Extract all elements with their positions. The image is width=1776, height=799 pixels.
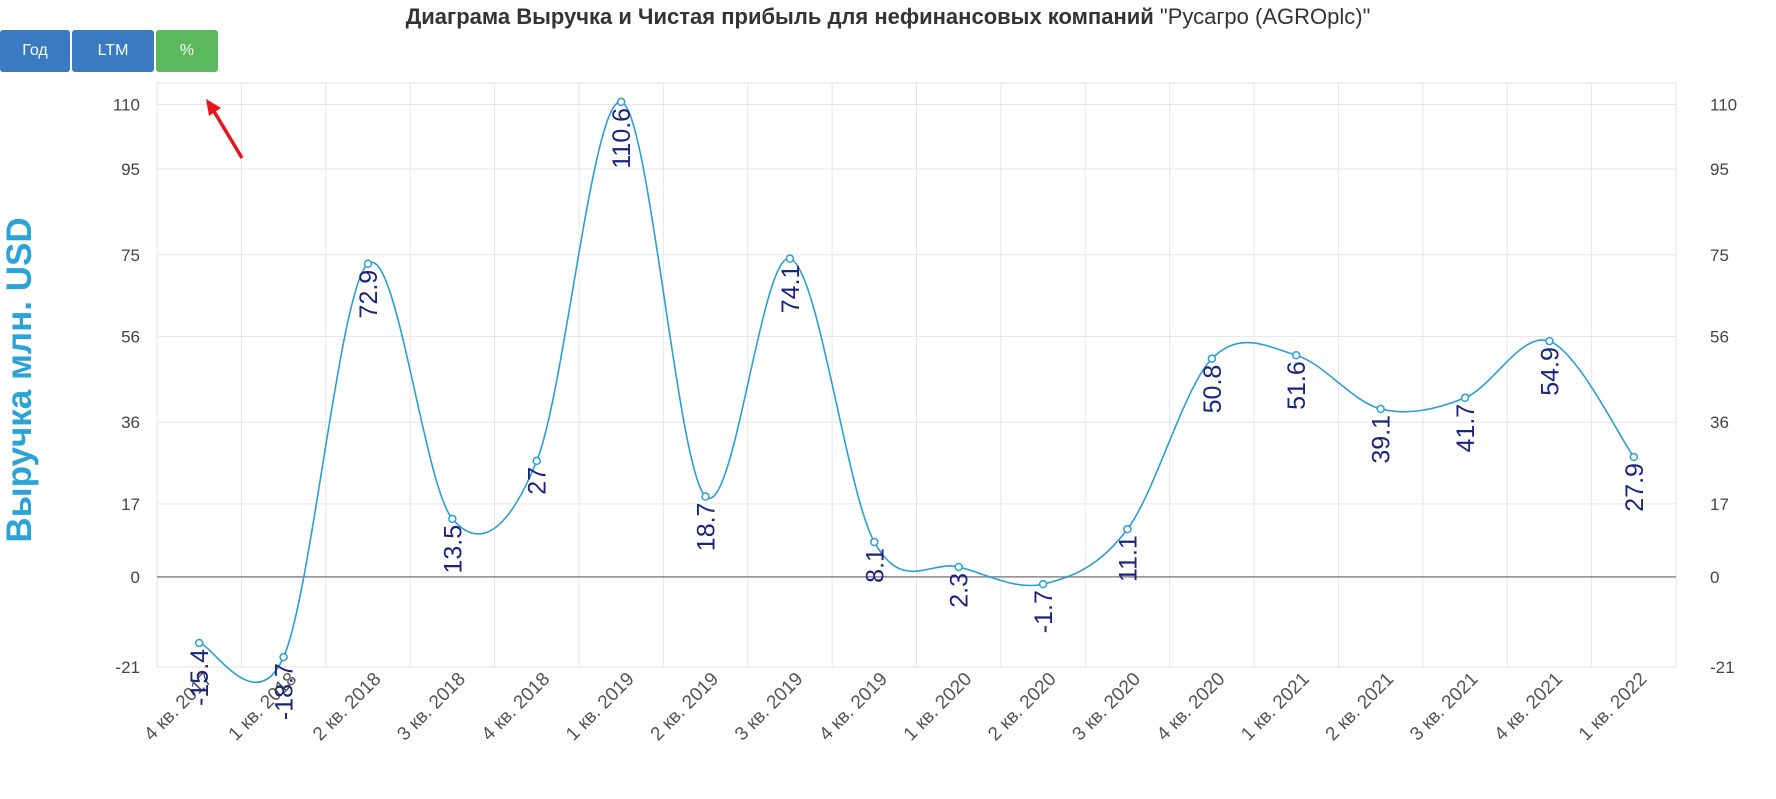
data-point	[616, 97, 626, 107]
y-tick-label-right: 56	[1710, 327, 1729, 346]
y-tick-label-right: 110	[1710, 95, 1737, 114]
data-label: 50.8	[1199, 365, 1227, 414]
x-tick-label: 3 кв. 2021	[1406, 669, 1482, 745]
data-label: 11.1	[1114, 535, 1142, 582]
x-tick-label: 4 кв. 2020	[1153, 669, 1229, 745]
arrow-shaft	[210, 107, 244, 159]
y-tick-label-right: 36	[1710, 413, 1729, 432]
x-tick-label: 4 кв. 2018	[478, 669, 554, 745]
data-point	[363, 259, 373, 269]
data-point	[1207, 354, 1217, 363]
y-tick-label-left: 0	[131, 568, 140, 587]
data-label: 8.1	[861, 548, 889, 583]
x-tick-label: 2 кв. 2018	[309, 669, 385, 745]
y-tick-label-right: 0	[1710, 568, 1719, 587]
x-ticks: 4 кв. 2017 1 кв. 2018 2 кв. 2018 3 кв. 2018…	[140, 669, 1651, 745]
y-tick-label-right: 95	[1710, 160, 1729, 179]
y-ticks-left: -21 0 17 36 56 75 95 110	[113, 95, 140, 677]
year-button[interactable]: Год	[0, 30, 70, 72]
data-label: -1.7	[1030, 590, 1058, 633]
chart-title-company: "Русагро (AGROplc)"	[1159, 4, 1371, 29]
y-tick-label-right: 17	[1710, 495, 1729, 514]
data-label: 110.6	[608, 108, 636, 169]
y-tick-label-left: 36	[121, 413, 140, 432]
y-tick-label-left: 110	[113, 95, 140, 114]
y-tick-label-right: -21	[1710, 658, 1735, 677]
data-label: 51.6	[1283, 361, 1311, 410]
data-label: -18.7	[271, 663, 299, 720]
data-point	[1545, 336, 1554, 346]
x-tick-label: 3 кв. 2018	[393, 669, 469, 745]
data-label: 72.9	[355, 270, 383, 319]
y-tick-label-right: 75	[1710, 246, 1729, 265]
data-point	[1629, 452, 1639, 462]
x-tick-label: 1 кв. 2021	[1237, 669, 1313, 745]
data-point	[954, 562, 963, 572]
data-point	[870, 537, 879, 547]
chart-title-bold: Диаграма Выручка и Чистая прибыль для не…	[405, 4, 1154, 29]
x-tick-label: 2 кв. 2019	[647, 669, 723, 745]
data-point	[1376, 404, 1385, 414]
data-point	[448, 514, 457, 524]
data-point	[279, 652, 288, 662]
x-tick-label: 1 кв. 2019	[562, 669, 638, 745]
chart-grid	[156, 82, 1677, 668]
data-point	[1460, 393, 1470, 403]
x-tick-label: 2 кв. 2021	[1322, 669, 1398, 745]
data-point	[194, 638, 204, 648]
data-label: 2.3	[946, 573, 974, 608]
data-point	[532, 456, 541, 466]
x-tick-label: 3 кв. 2019	[731, 669, 807, 745]
data-label: 13.5	[439, 525, 467, 574]
arrow-head	[206, 99, 221, 116]
x-tick-label: 1 кв. 2022	[1575, 669, 1651, 745]
data-label: 74.1	[777, 265, 805, 314]
x-tick-label: 3 кв. 2020	[1069, 669, 1145, 745]
data-label: 27	[524, 467, 552, 495]
data-point	[1292, 350, 1301, 360]
x-tick-label: 4 кв. 2021	[1491, 669, 1567, 745]
data-label: 39.1	[1368, 415, 1396, 464]
data-points	[194, 97, 1639, 662]
y-tick-label-left: -21	[115, 658, 140, 677]
data-label: 27.9	[1621, 463, 1649, 512]
data-point	[1038, 579, 1048, 589]
y-ticks-right: -21 0 17 36 56 75 95 110	[1710, 95, 1737, 677]
y-tick-label-left: 56	[121, 327, 140, 346]
x-tick-label: 4 кв. 2019	[815, 669, 891, 745]
percent-button[interactable]: %	[156, 30, 218, 72]
red-arrow-annotation	[206, 99, 244, 159]
chart-title: Диаграма Выручка и Чистая прибыль для не…	[0, 4, 1776, 30]
y-tick-label-left: 95	[121, 160, 140, 179]
data-point	[701, 492, 710, 501]
x-tick-label: 1 кв. 2020	[900, 669, 976, 745]
y-tick-label-left: 17	[121, 495, 140, 514]
data-label: -15.4	[186, 649, 214, 706]
ltm-button[interactable]: LTM	[72, 30, 154, 72]
data-label: 18.7	[693, 503, 721, 552]
data-point	[785, 254, 795, 263]
y-tick-label-left: 75	[121, 246, 140, 265]
data-point	[1123, 524, 1132, 534]
x-tick-label: 2 кв. 2020	[984, 669, 1060, 745]
data-label: 54.9	[1536, 347, 1564, 396]
data-label: 41.7	[1452, 404, 1480, 453]
data-labels: -15.4 -18.7 72.9 13.5 27 110.6 18.7 74.1 8.1 2.3 -…	[186, 108, 1649, 720]
